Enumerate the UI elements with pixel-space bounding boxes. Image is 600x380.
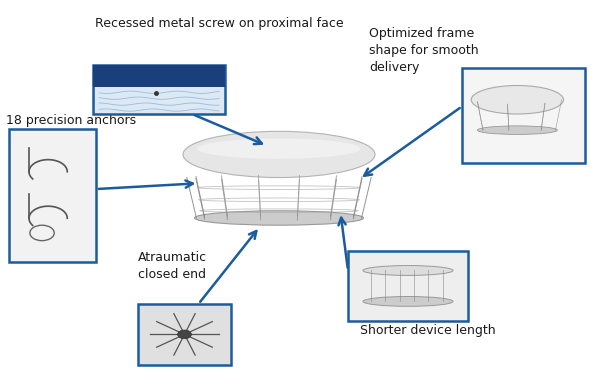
Text: 18 precision anchors: 18 precision anchors [6,114,136,127]
Ellipse shape [471,86,563,114]
Bar [93,65,225,114]
Ellipse shape [197,139,361,159]
Circle shape [178,330,191,339]
Bar [93,65,225,87]
Ellipse shape [363,296,453,306]
Bar [348,251,468,321]
Bar [9,129,96,262]
Ellipse shape [478,126,557,135]
Ellipse shape [363,266,453,276]
Ellipse shape [194,211,364,225]
Ellipse shape [183,131,375,177]
Bar [138,304,231,365]
Bar [462,68,585,163]
Text: Shorter device length: Shorter device length [360,324,496,337]
Text: Recessed metal screw on proximal face: Recessed metal screw on proximal face [95,17,343,30]
Text: Atraumatic
closed end: Atraumatic closed end [138,251,207,281]
Text: Optimized frame
shape for smooth
delivery: Optimized frame shape for smooth deliver… [369,27,479,74]
